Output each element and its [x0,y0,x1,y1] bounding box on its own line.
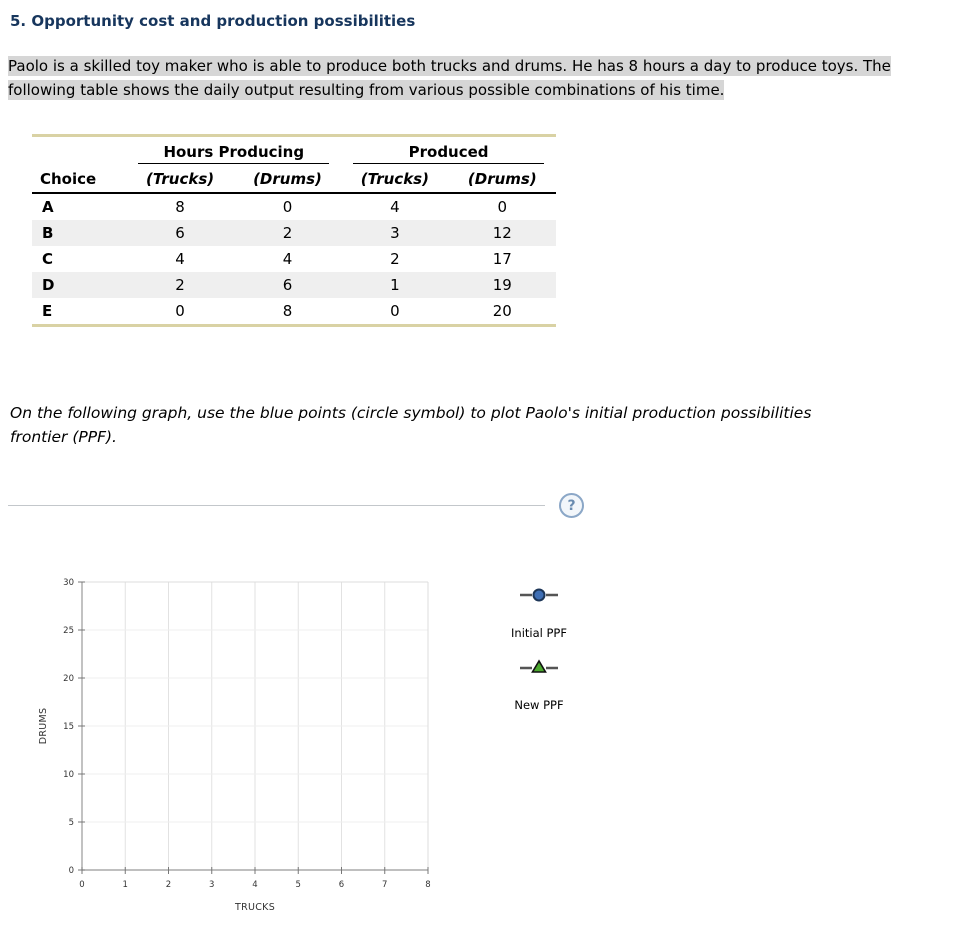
produced-trucks-cell: 0 [390,302,400,320]
x-axis-label: TRUCKS [234,902,275,913]
y-axis-label: DRUMS [38,708,49,745]
table-row: A 8 0 4 0 [32,193,556,220]
graph-tool-header: ? [8,493,960,519]
choice-cell: B [42,224,54,242]
table-body: A 8 0 4 0 B 6 2 3 12 C 4 4 2 17 D 2 6 1 … [32,193,556,326]
produced-drums-cell: 20 [492,302,512,320]
y-tick-label: 25 [63,626,74,636]
y-tick-label: 0 [69,866,74,876]
hours-trucks-cell: 0 [175,302,185,320]
produced-trucks-cell: 4 [390,198,400,216]
legend-new-ppf[interactable]: New PPF [514,658,564,713]
table-row: D 2 6 1 19 [32,272,556,298]
y-tick-label: 5 [69,818,74,828]
hours-drums-cell: 4 [282,250,293,268]
hours-trucks-cell: 8 [175,198,185,216]
x-tick-label: 1 [123,880,128,890]
table-row: C 4 4 2 17 [32,246,556,272]
help-icon[interactable]: ? [559,493,584,519]
y-tick-label: 20 [63,674,74,684]
x-tick-label: 3 [209,880,214,890]
choice-cell: A [42,198,54,216]
produced-trucks-cell: 3 [390,224,400,242]
hours-drums-cell: 0 [282,198,293,216]
hours-trucks-cell: 2 [175,276,185,294]
divider-line [8,505,545,507]
table-column-header-row: Choice (Trucks) (Drums) (Trucks) (Drums) [32,167,556,194]
choice-cell: D [42,276,55,294]
y-tick-label: 15 [63,722,74,732]
table-row: E 0 8 0 20 [32,298,556,326]
hours-trucks-cell: 4 [175,250,185,268]
legend-new-ppf-label: New PPF [514,698,564,713]
choice-cell: C [42,250,54,268]
hours-drums-column-header: (Drums) [233,167,342,194]
choice-column-header: Choice [32,167,127,194]
graph-area: 0 1 2 3 4 5 6 7 8 0 5 10 15 20 25 30 TRUCKS DRUMS Initial… [32,568,960,922]
hours-producing-header: Hours Producing [138,143,330,164]
legend-initial-ppf-label: Initial PPF [511,626,567,641]
produced-drums-cell: 0 [497,198,508,216]
hours-drums-cell: 8 [282,302,293,320]
chart-legend: Initial PPF New PPF [484,586,594,922]
question-mark: ? [567,497,576,514]
x-tick-label: 0 [79,880,84,890]
produced-drums-cell: 19 [492,276,512,294]
choice-cell: E [42,302,53,320]
produced-drums-cell: 12 [492,224,512,242]
production-table: Hours Producing Produced Choice (Trucks)… [32,134,556,327]
hours-drums-cell: 2 [282,224,293,242]
y-tick-label: 10 [63,770,74,780]
hours-trucks-column-header: (Trucks) [126,167,234,194]
ppf-chart[interactable]: 0 1 2 3 4 5 6 7 8 0 5 10 15 20 25 30 TRUCKS DRUMS [32,568,442,922]
produced-trucks-column-header: (Trucks) [341,167,449,194]
initial-ppf-point-icon [520,588,558,602]
legend-initial-ppf[interactable]: Initial PPF [511,586,567,640]
new-ppf-point-icon [519,659,558,673]
x-tick-label: 6 [339,880,344,890]
x-tick-label: 8 [425,880,430,890]
hours-drums-cell: 6 [282,276,293,294]
x-tick-label: 5 [296,880,301,890]
page-title: 5. Opportunity cost and production possi… [10,12,416,30]
x-tick-label: 7 [382,880,387,890]
table-group-header-row: Hours Producing Produced [32,136,556,168]
intro-text: Paolo is a skilled toy maker who is able… [8,56,891,100]
intro-paragraph: Paolo is a skilled toy maker who is able… [8,54,960,102]
x-tick-label: 2 [166,880,171,890]
graph-instruction: On the following graph, use the blue poi… [10,404,812,447]
produced-header: Produced [353,143,544,164]
produced-trucks-cell: 1 [390,276,400,294]
produced-drums-cell: 17 [492,250,512,268]
x-tick-label: 4 [252,880,257,890]
hours-trucks-cell: 6 [175,224,185,242]
y-tick-label: 30 [63,578,74,588]
produced-drums-column-header: (Drums) [448,167,556,194]
produced-trucks-cell: 2 [390,250,400,268]
table-row: B 6 2 3 12 [32,220,556,246]
